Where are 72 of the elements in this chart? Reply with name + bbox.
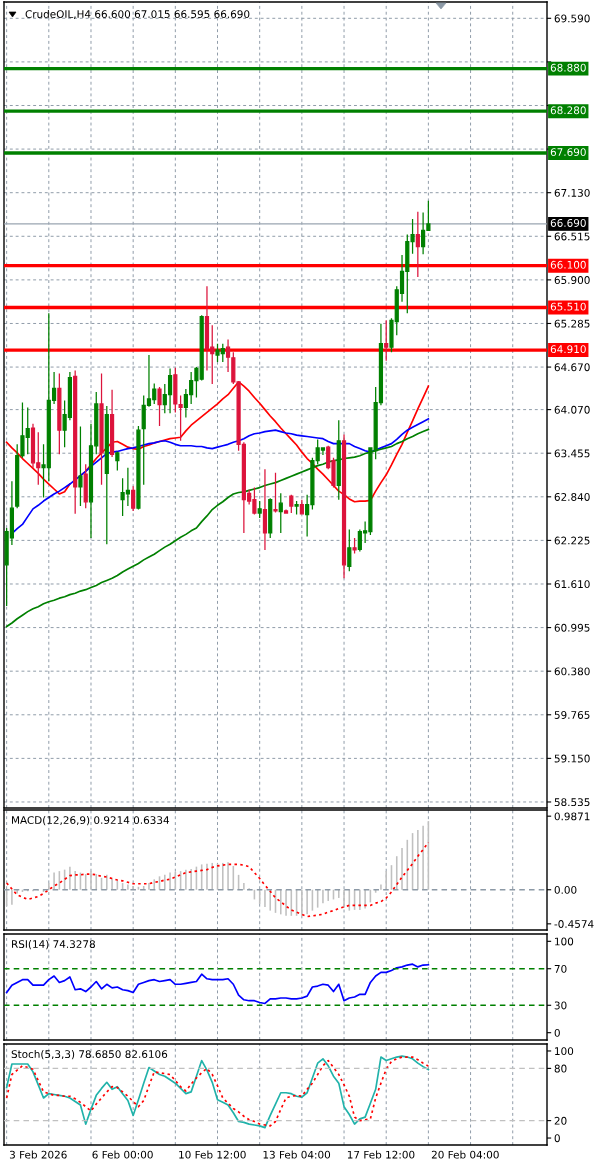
text: RSI(14) 74.3278 bbox=[12, 939, 95, 950]
ref-line-label: 67.690 bbox=[550, 148, 586, 157]
y-tick-label: 67.130 bbox=[554, 188, 590, 197]
x-tick-label: 10 Feb 12:00 bbox=[179, 1150, 246, 1159]
y-tick-label: 0 bbox=[554, 1134, 560, 1143]
ref-line-label: 65.510 bbox=[550, 302, 586, 311]
candlestick bbox=[278, 492, 283, 534]
y-tick-label: 59.765 bbox=[554, 711, 590, 719]
candlestick bbox=[257, 500, 262, 519]
ref-line-label: 68.880 bbox=[550, 63, 586, 72]
y-tick-label: 100 bbox=[555, 1047, 574, 1056]
y-tick-label: -0.4574 bbox=[554, 920, 594, 928]
candlestick bbox=[415, 211, 420, 278]
candlestick bbox=[352, 537, 357, 555]
y-tick-label: 60.380 bbox=[554, 667, 590, 676]
candlestick bbox=[115, 450, 120, 472]
x-tick-label: 13 Feb 04:00 bbox=[263, 1150, 331, 1159]
candlestick bbox=[78, 425, 83, 507]
y-tick-label: 64.670 bbox=[554, 363, 590, 372]
y-tick-label: 20 bbox=[554, 1116, 567, 1125]
y-tick-label: 30 bbox=[554, 1001, 567, 1010]
ref-line-label: 68.280 bbox=[550, 106, 586, 115]
ref-line-label: 66.690 bbox=[550, 219, 586, 227]
y-tick-label: 58.535 bbox=[554, 798, 590, 807]
candlestick bbox=[268, 497, 273, 539]
y-tick-label: 59.150 bbox=[554, 754, 590, 763]
y-tick-label: 100 bbox=[555, 937, 574, 946]
y-tick-label: 60.995 bbox=[554, 623, 590, 632]
candlestick bbox=[167, 367, 173, 414]
candlestick bbox=[289, 494, 294, 514]
x-tick-label: 17 Feb 12:00 bbox=[347, 1150, 415, 1159]
candlestick bbox=[283, 508, 289, 515]
x-tick-label: 3 Feb 2026 bbox=[9, 1150, 67, 1159]
candlestick bbox=[99, 372, 104, 486]
line-series bbox=[11, 417, 430, 535]
candlestick bbox=[157, 386, 162, 427]
candlestick bbox=[384, 319, 389, 362]
y-tick-label: 65.285 bbox=[554, 319, 590, 328]
candlestick bbox=[299, 499, 304, 516]
text: CrudeOIL,H4 66.600 67.015 66.595 66.690 bbox=[25, 9, 250, 20]
candlestick bbox=[131, 485, 136, 512]
y-tick-label: 0 bbox=[554, 1028, 560, 1037]
candlestick bbox=[136, 425, 141, 511]
x-tick-label: 20 Feb 04:00 bbox=[431, 1150, 499, 1159]
y-tick-label: 0.9871 bbox=[554, 812, 590, 821]
y-tick-label: 62.225 bbox=[554, 536, 590, 545]
y-tick-label: 62.840 bbox=[554, 493, 590, 501]
y-tick-label: 70 bbox=[554, 964, 567, 973]
line-series bbox=[5, 963, 430, 1005]
y-tick-label: 66.515 bbox=[554, 232, 590, 241]
text: Stoch(5,3,3) 78.6850 82.6106 bbox=[11, 1049, 168, 1060]
y-tick-label: 65.900 bbox=[554, 276, 590, 284]
candlestick bbox=[273, 472, 278, 514]
candlestick bbox=[83, 463, 88, 509]
candlestick bbox=[294, 500, 299, 516]
y-tick-label: 80 bbox=[554, 1064, 567, 1073]
y-tick-label: 0.00 bbox=[554, 885, 577, 894]
candlestick bbox=[347, 528, 352, 572]
candlestick bbox=[104, 405, 109, 545]
y-tick-label: 61.610 bbox=[554, 580, 590, 589]
candlestick bbox=[73, 369, 78, 515]
candlestick bbox=[57, 372, 62, 455]
y-tick-label: 64.070 bbox=[554, 405, 590, 414]
y-tick-label: 69.590 bbox=[554, 14, 590, 23]
candlestick bbox=[109, 389, 115, 458]
candlestick bbox=[262, 468, 268, 551]
candlestick bbox=[341, 433, 347, 579]
x-tick-label: 6 Feb 00:00 bbox=[92, 1150, 153, 1159]
y-tick-label: 63.455 bbox=[554, 449, 590, 458]
text: MACD(12,26,9) 0.9214 0.6334 bbox=[12, 815, 170, 826]
ref-line-label: 64.910 bbox=[550, 345, 586, 354]
ref-line-label: 66.100 bbox=[550, 260, 586, 269]
